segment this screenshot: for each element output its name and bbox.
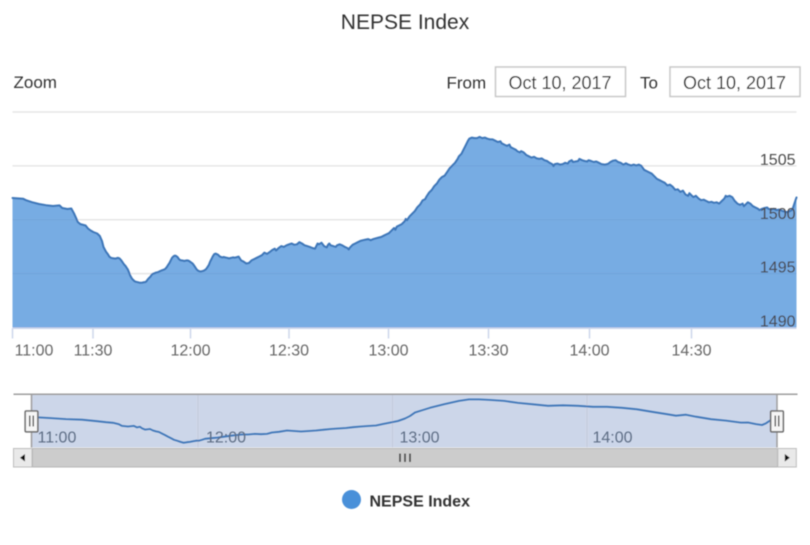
- svg-text:1500: 1500: [760, 206, 796, 223]
- svg-text:14:00: 14:00: [593, 430, 633, 447]
- svg-text:11:00: 11:00: [38, 430, 77, 447]
- svg-text:12:30: 12:30: [269, 343, 309, 360]
- svg-text:14:00: 14:00: [569, 343, 609, 360]
- svg-text:12:00: 12:00: [206, 430, 246, 447]
- svg-text:13:30: 13:30: [468, 343, 508, 360]
- svg-text:13:00: 13:00: [368, 343, 408, 360]
- svg-text:12:00: 12:00: [170, 343, 210, 360]
- svg-text:1490: 1490: [760, 314, 796, 331]
- svg-text:Oct 10, 2017: Oct 10, 2017: [683, 73, 786, 93]
- svg-text:1495: 1495: [760, 260, 796, 277]
- svg-text:From: From: [447, 74, 487, 93]
- svg-text:11:30: 11:30: [74, 343, 113, 360]
- svg-text:NEPSE Index: NEPSE Index: [370, 494, 471, 511]
- svg-text:13:00: 13:00: [400, 430, 440, 447]
- svg-text:NEPSE Index: NEPSE Index: [341, 11, 470, 34]
- svg-text:1505: 1505: [760, 152, 796, 169]
- svg-text:To: To: [640, 74, 658, 93]
- svg-text:Zoom: Zoom: [14, 73, 57, 92]
- svg-text:14:30: 14:30: [671, 343, 711, 360]
- svg-text:Oct 10, 2017: Oct 10, 2017: [508, 73, 611, 93]
- svg-text:11:00: 11:00: [15, 343, 54, 360]
